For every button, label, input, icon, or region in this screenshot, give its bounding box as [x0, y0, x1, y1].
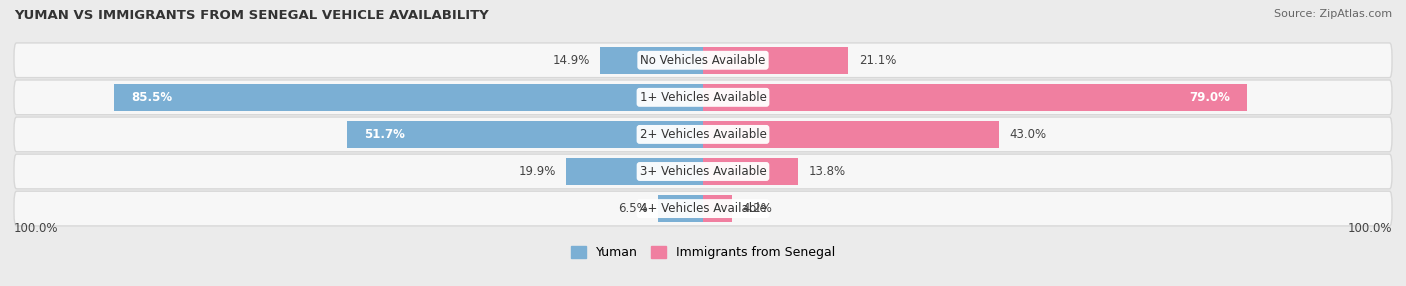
Bar [347, 121, 703, 148]
Bar [703, 47, 848, 74]
FancyBboxPatch shape [14, 80, 1392, 115]
Text: 51.7%: 51.7% [364, 128, 405, 141]
Text: 4+ Vehicles Available: 4+ Vehicles Available [640, 202, 766, 215]
Text: YUMAN VS IMMIGRANTS FROM SENEGAL VEHICLE AVAILABILITY: YUMAN VS IMMIGRANTS FROM SENEGAL VEHICLE… [14, 9, 489, 21]
Text: 85.5%: 85.5% [131, 91, 173, 104]
Text: 100.0%: 100.0% [14, 223, 59, 235]
Text: 2+ Vehicles Available: 2+ Vehicles Available [640, 128, 766, 141]
Text: 19.9%: 19.9% [519, 165, 555, 178]
Bar [703, 121, 1000, 148]
FancyBboxPatch shape [14, 43, 1392, 78]
Text: 6.5%: 6.5% [619, 202, 648, 215]
Text: 100.0%: 100.0% [1347, 223, 1392, 235]
Text: 13.8%: 13.8% [808, 165, 845, 178]
Bar [565, 158, 703, 185]
Bar [703, 84, 1247, 111]
Bar [703, 158, 799, 185]
Legend: Yuman, Immigrants from Senegal: Yuman, Immigrants from Senegal [567, 241, 839, 264]
Bar [114, 84, 703, 111]
Text: Source: ZipAtlas.com: Source: ZipAtlas.com [1274, 9, 1392, 19]
FancyBboxPatch shape [14, 154, 1392, 189]
Bar [658, 195, 703, 222]
Text: 1+ Vehicles Available: 1+ Vehicles Available [640, 91, 766, 104]
Bar [703, 195, 733, 222]
Bar [600, 47, 703, 74]
Text: 43.0%: 43.0% [1010, 128, 1046, 141]
Text: No Vehicles Available: No Vehicles Available [640, 54, 766, 67]
Text: 4.2%: 4.2% [742, 202, 772, 215]
Text: 79.0%: 79.0% [1189, 91, 1230, 104]
Text: 14.9%: 14.9% [553, 54, 591, 67]
FancyBboxPatch shape [14, 191, 1392, 226]
Text: 3+ Vehicles Available: 3+ Vehicles Available [640, 165, 766, 178]
FancyBboxPatch shape [14, 117, 1392, 152]
Text: 21.1%: 21.1% [859, 54, 896, 67]
